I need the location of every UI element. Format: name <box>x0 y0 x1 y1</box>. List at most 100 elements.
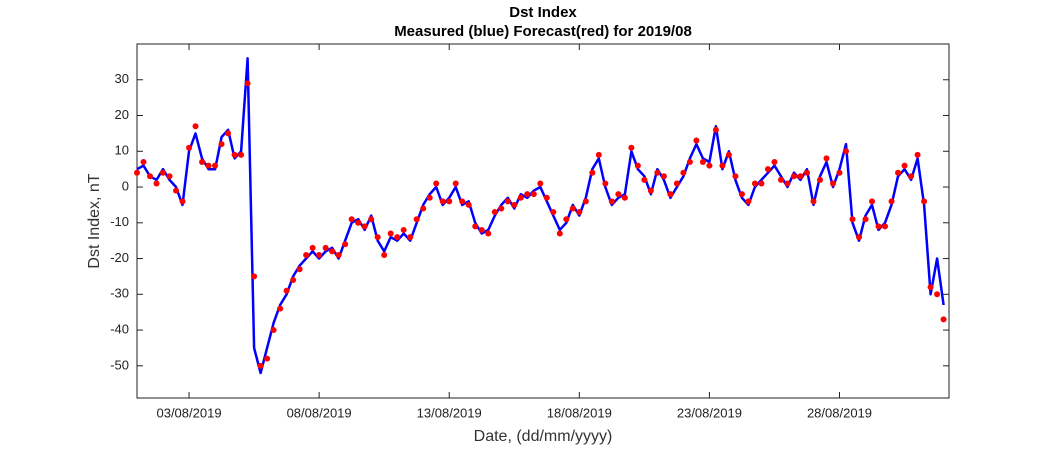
forecast-point <box>147 173 154 180</box>
forecast-point <box>368 216 375 223</box>
x-tick-label: 18/08/2019 <box>547 405 612 420</box>
x-tick-label: 28/08/2019 <box>807 405 872 420</box>
forecast-point <box>374 234 381 241</box>
forecast-point <box>361 223 368 230</box>
y-tick-label: 30 <box>115 71 129 86</box>
forecast-point <box>641 176 648 183</box>
forecast-point <box>296 266 303 273</box>
forecast-point <box>634 162 641 169</box>
forecast-point <box>231 151 238 158</box>
forecast-point <box>277 305 284 312</box>
forecast-point <box>134 169 140 176</box>
y-tick-label: 10 <box>115 143 129 158</box>
forecast-point <box>303 251 310 258</box>
y-tick-label: -10 <box>110 214 129 229</box>
y-axis-label: Dst Index, nT <box>86 173 103 268</box>
forecast-point <box>816 176 823 183</box>
forecast-point <box>745 198 752 205</box>
forecast-point <box>602 180 609 187</box>
forecast-point <box>797 173 804 180</box>
forecast-point <box>244 80 251 87</box>
forecast-point <box>387 230 394 237</box>
forecast-point <box>355 219 362 226</box>
forecast-point <box>452 180 459 187</box>
forecast-point <box>166 173 173 180</box>
forecast-point <box>856 234 863 241</box>
forecast-point <box>777 176 784 183</box>
forecast-point <box>615 191 622 198</box>
forecast-point <box>732 173 739 180</box>
forecast-point <box>908 173 915 180</box>
forecast-point <box>927 284 934 291</box>
forecast-point <box>342 241 349 248</box>
forecast-point <box>882 223 889 230</box>
forecast-point <box>589 169 596 176</box>
forecast-point <box>400 226 407 233</box>
forecast-point <box>764 166 771 173</box>
forecast-point <box>420 205 427 212</box>
forecast-point <box>550 209 557 216</box>
forecast-point <box>511 201 518 208</box>
forecast-point <box>186 144 193 151</box>
forecast-point <box>712 126 719 133</box>
forecast-point <box>199 159 206 165</box>
forecast-point <box>335 251 342 258</box>
forecast-point <box>381 251 388 258</box>
forecast-point <box>836 169 843 176</box>
forecast-point <box>843 148 850 155</box>
forecast-point <box>140 159 147 165</box>
chart-subtitle: Measured (blue) Forecast(red) for 2019/0… <box>394 23 692 40</box>
forecast-point <box>654 169 661 176</box>
forecast-point <box>218 141 225 148</box>
forecast-point <box>823 155 830 162</box>
forecast-point <box>153 180 160 187</box>
y-tick-label: 20 <box>115 107 129 122</box>
forecast-point <box>921 198 928 205</box>
forecast-point <box>530 191 537 198</box>
forecast-point <box>569 205 576 212</box>
forecast-point <box>790 173 797 180</box>
x-tick-label: 03/08/2019 <box>156 405 221 420</box>
measured-line <box>136 57 945 375</box>
forecast-point <box>934 291 941 298</box>
forecast-point <box>160 169 167 176</box>
forecast-point <box>257 362 264 369</box>
forecast-point <box>693 137 700 144</box>
forecast-point <box>348 216 355 223</box>
forecast-point <box>940 316 947 323</box>
forecast-point <box>660 173 667 180</box>
plot-frame <box>136 43 950 399</box>
chart-title: Dst Index <box>509 4 577 21</box>
forecast-point <box>556 230 563 237</box>
forecast-point <box>251 273 258 280</box>
forecast-point <box>751 180 758 187</box>
x-tick-label: 08/08/2019 <box>287 405 352 420</box>
y-tick-label: 0 <box>122 178 129 193</box>
y-tick-label: -20 <box>110 250 129 265</box>
forecast-point <box>537 180 544 187</box>
forecast-point <box>914 151 921 158</box>
forecast-point <box>309 244 316 251</box>
forecast-point <box>491 209 498 216</box>
forecast-point <box>869 198 876 205</box>
forecast-point <box>283 287 290 294</box>
forecast-point <box>498 205 505 212</box>
forecast-point <box>621 194 628 201</box>
forecast-point <box>316 251 323 258</box>
forecast-point <box>478 226 485 233</box>
forecast-point <box>270 327 277 334</box>
forecast-point <box>238 151 245 158</box>
forecast-point <box>472 223 479 230</box>
forecast-point <box>543 194 550 201</box>
forecast-point <box>875 223 882 230</box>
forecast-point <box>517 194 524 201</box>
forecast-point <box>173 187 180 194</box>
forecast-point <box>524 191 531 198</box>
forecast-point <box>329 248 336 255</box>
forecast-point <box>862 216 869 223</box>
forecast-point <box>725 151 732 158</box>
forecast-point <box>738 191 745 198</box>
forecast-point <box>426 194 433 201</box>
forecast-point <box>628 144 635 151</box>
